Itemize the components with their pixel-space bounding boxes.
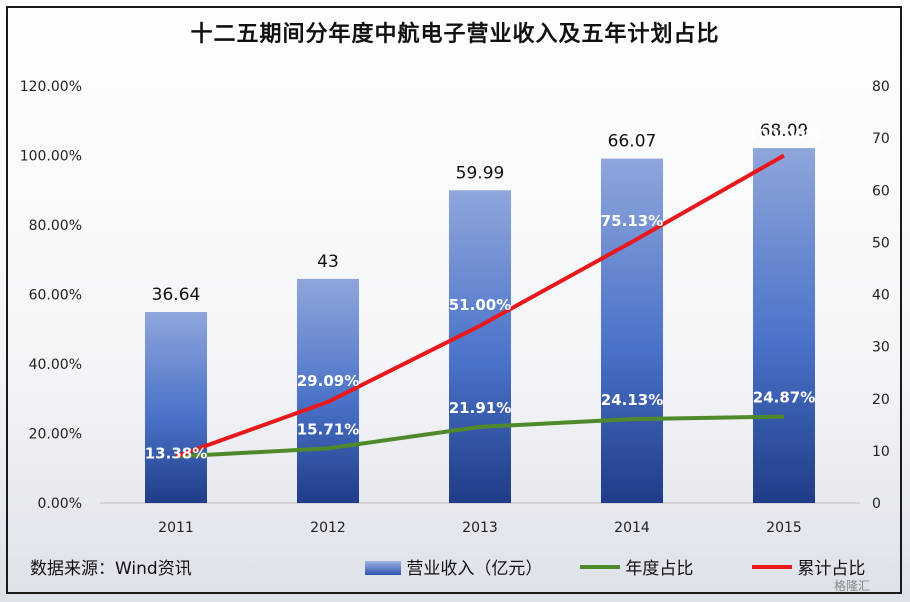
revenue-bar-label: 68.09 xyxy=(760,121,809,141)
left-axis-tick-label: 40.00% xyxy=(29,357,82,373)
left-axis-tick-label: 80.00% xyxy=(29,218,82,234)
x-axis-tick-label: 2011 xyxy=(158,520,194,536)
x-axis-tick-label: 2014 xyxy=(614,520,650,536)
chart-title: 十二五期间分年度中航电子营业收入及五年计划占比 xyxy=(190,22,720,47)
cumulative-share-label: 51.00% xyxy=(449,296,511,314)
right-axis-tick-label: 70 xyxy=(872,131,890,147)
left-axis-tick-label: 120.00% xyxy=(20,79,82,95)
right-axis-tick-label: 50 xyxy=(872,235,890,251)
x-axis-tick-label: 2012 xyxy=(310,520,346,536)
revenue-bar xyxy=(145,312,207,503)
revenue-bar xyxy=(753,148,815,503)
revenue-bar xyxy=(601,158,663,504)
annual-share-label: 21.91% xyxy=(449,399,511,417)
legend-bar-swatch xyxy=(365,561,401,575)
left-axis-tick-label: 100.00% xyxy=(20,149,82,165)
left-axis-tick-label: 0.00% xyxy=(38,496,82,512)
cumulative-share-label: 100.00% xyxy=(748,126,821,144)
right-axis-tick-label: 0 xyxy=(872,496,881,512)
revenue-bar xyxy=(449,190,511,503)
left-axis-tick-label: 60.00% xyxy=(29,288,82,304)
annual-share-label: 13.38% xyxy=(145,445,207,463)
source-note: 数据来源：Wind资讯 xyxy=(30,559,192,579)
cumulative-share-label: 29.09% xyxy=(297,372,359,390)
x-axis-tick-label: 2015 xyxy=(766,520,802,536)
revenue-bar-label: 36.64 xyxy=(152,285,201,305)
legend-line2-swatch xyxy=(752,565,792,569)
cumulative-share-label: 75.13% xyxy=(601,212,663,230)
left-axis-tick-label: 20.00% xyxy=(29,427,82,443)
right-axis-tick-label: 20 xyxy=(872,392,890,408)
legend-item-line1: 年度占比 xyxy=(580,554,693,579)
legend-label-line2: 累计占比 xyxy=(797,559,866,579)
annual-share-line xyxy=(175,414,785,459)
legend-label-line1: 年度占比 xyxy=(625,559,694,579)
x-axis-tick-label: 2013 xyxy=(462,520,498,536)
legend-line1-swatch xyxy=(580,565,620,569)
legend-item-line2: 累计占比 xyxy=(752,554,865,579)
revenue-bar-label: 59.99 xyxy=(456,163,505,183)
chart-frame xyxy=(6,6,902,594)
annual-share-label: 15.71% xyxy=(297,420,359,438)
revenue-bar-label: 43 xyxy=(317,252,339,272)
right-axis-tick-label: 40 xyxy=(872,288,890,304)
right-axis-tick-label: 80 xyxy=(872,79,890,95)
annual-share-label: 24.13% xyxy=(601,391,663,409)
right-axis-tick-label: 60 xyxy=(872,183,890,199)
legend-label-bar: 营业收入（亿元） xyxy=(406,559,543,579)
watermark: 格隆汇 xyxy=(834,579,871,593)
annual-share-label: 24.87% xyxy=(753,389,815,407)
legend-item-bar: 营业收入（亿元） xyxy=(365,554,542,579)
right-axis-tick-label: 10 xyxy=(872,444,890,460)
cumulative-share-line xyxy=(175,153,785,459)
right-axis-tick-label: 30 xyxy=(872,340,890,356)
revenue-bar-label: 66.07 xyxy=(608,132,657,152)
